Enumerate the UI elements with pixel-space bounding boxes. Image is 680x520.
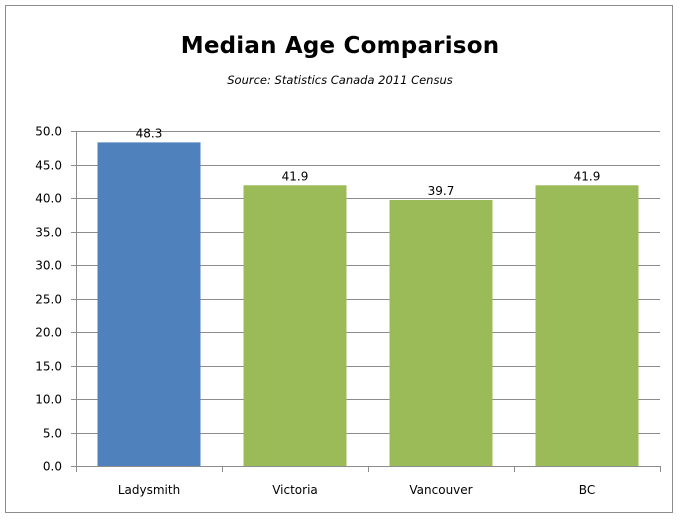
chart-title: Median Age Comparison [180,33,500,59]
y-tick-label: 35.0 [35,226,62,240]
y-tick-label: 10.0 [35,393,62,407]
y-tick-label: 25.0 [35,293,62,307]
y-tick-label: 50.0 [35,125,62,139]
y-tick-label: 30.0 [35,259,62,273]
y-tick-label: 45.0 [35,159,62,173]
bar-bc [535,185,639,466]
data-label: 41.9 [574,169,601,183]
x-tick-label: Victoria [272,483,318,497]
bars [97,142,639,466]
data-label: 39.7 [428,184,455,198]
data-label: 48.3 [136,126,163,140]
y-tick-label: 20.0 [35,326,62,340]
bar-vancouver [389,200,493,466]
data-label: 41.9 [282,169,309,183]
bar-victoria [243,185,347,466]
y-tick-label: 15.0 [35,360,62,374]
labels: 0.0 5.0 10.0 15.0 20.0 25.0 30.0 35.0 40.0 45.0 50… [35,125,600,498]
bar-ladysmith [97,142,201,466]
chart-subtitle: Source: Statistics Canada 2011 Census [227,73,453,87]
y-tick-label: 5.0 [43,427,62,441]
x-tick-label: BC [579,483,595,497]
x-tick-label: Vancouver [409,483,472,497]
axes [71,131,661,472]
y-tick-label: 0.0 [43,460,62,474]
x-tick-label: Ladysmith [118,483,180,497]
y-tick-label: 40.0 [35,192,62,206]
